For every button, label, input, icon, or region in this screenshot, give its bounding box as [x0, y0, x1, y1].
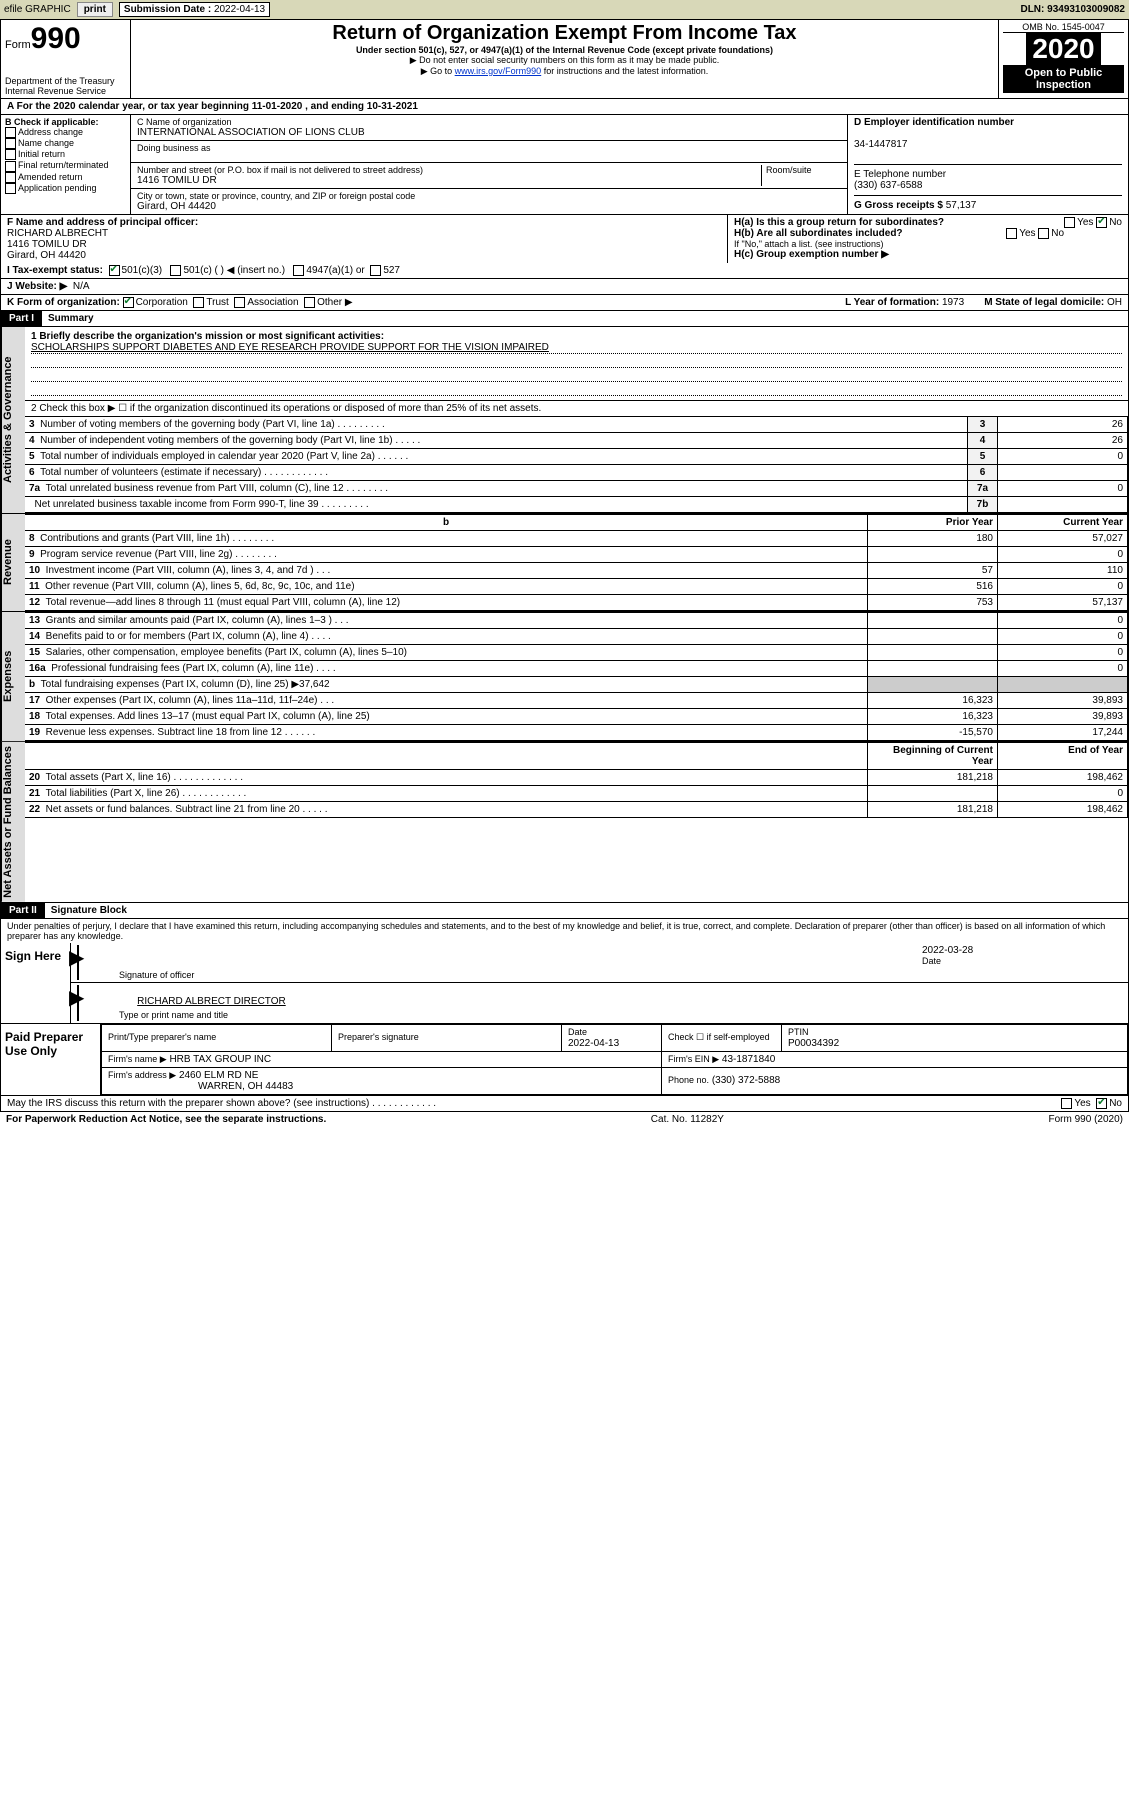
gross-label: G Gross receipts $: [854, 200, 943, 211]
officer-addr1: 1416 TOMILU DR: [7, 239, 87, 250]
officer-label: F Name and address of principal officer:: [7, 217, 198, 228]
netassets-section: Net Assets or Fund Balances Beginning of…: [0, 741, 1129, 903]
website-line: J Website: ▶ N/A: [0, 279, 1129, 295]
tax-status: I Tax-exempt status: 501(c)(3) 501(c) ( …: [0, 263, 1129, 279]
officer-name: RICHARD ALBRECHT: [7, 228, 108, 239]
expenses-section: Expenses 13 Grants and similar amounts p…: [0, 611, 1129, 741]
preparer-table: Print/Type preparer's name Preparer's si…: [101, 1024, 1128, 1095]
org-city: Girard, OH 44420: [137, 201, 841, 212]
subtitle-3: ▶ Go to www.irs.gov/Form990 for instruct…: [137, 66, 992, 77]
check-applicable: B Check if applicable: Address change Na…: [1, 115, 131, 214]
h-b-note: If "No," attach a list. (see instruction…: [734, 239, 1122, 249]
phone: (330) 637-6588: [854, 180, 922, 191]
period-line: A For the 2020 calendar year, or tax yea…: [0, 99, 1129, 115]
addr-label: Number and street (or P.O. box if mail i…: [137, 165, 761, 175]
city-label: City or town, state or province, country…: [137, 191, 841, 201]
submission-date: Submission Date : 2022-04-13: [119, 2, 270, 17]
declaration: Under penalties of perjury, I declare th…: [0, 919, 1129, 943]
revenue-section: Revenue bPrior YearCurrent Year8 Contrib…: [0, 513, 1129, 611]
officer-block: F Name and address of principal officer:…: [0, 214, 1129, 263]
h-c: H(c) Group exemption number ▶: [734, 249, 1122, 260]
klm-line: K Form of organization: Corporation Trus…: [0, 295, 1129, 311]
ein-label: D Employer identification number: [854, 117, 1014, 128]
footer: For Paperwork Reduction Act Notice, see …: [0, 1112, 1129, 1127]
h-b: H(b) Are all subordinates included? Yes …: [734, 228, 1122, 239]
ein: 34-1447817: [854, 139, 907, 150]
mission-text: SCHOLARSHIPS SUPPORT DIABETES AND EYE RE…: [31, 342, 1122, 354]
h-a: H(a) Is this a group return for subordin…: [734, 217, 1122, 228]
form990-link[interactable]: www.irs.gov/Form990: [455, 66, 542, 76]
line2: 2 Check this box ▶ ☐ if the organization…: [25, 401, 1128, 416]
sign-block: Sign Here ▶ Signature of officer 2022-03…: [0, 943, 1129, 1024]
dln: DLN: 93493103009082: [1020, 4, 1125, 15]
form-title: Return of Organization Exempt From Incom…: [137, 22, 992, 45]
preparer-block: Paid Preparer Use Only Print/Type prepar…: [0, 1024, 1129, 1096]
form-number: Form990: [5, 22, 126, 56]
gross-receipts: 57,137: [946, 200, 977, 211]
topbar: efile GRAPHIC print Submission Date : 20…: [0, 0, 1129, 20]
org-address: 1416 TOMILU DR: [137, 175, 761, 186]
print-button[interactable]: print: [77, 2, 113, 17]
governance-table: 3 Number of voting members of the govern…: [25, 416, 1128, 513]
room-label: Room/suite: [761, 165, 841, 186]
part1-header: Part I Summary: [0, 311, 1129, 327]
subtitle-1: Under section 501(c), 527, or 4947(a)(1)…: [137, 45, 992, 55]
dba-label: Doing business as: [137, 143, 841, 153]
tax-year: 2020: [1026, 33, 1100, 65]
officer-addr2: Girard, OH 44420: [7, 250, 86, 261]
open-inspection: Open to Public Inspection: [1003, 65, 1124, 93]
discuss-line: May the IRS discuss this return with the…: [0, 1096, 1129, 1112]
sig-officer-label: Signature of officer: [119, 970, 922, 980]
efile-label: efile GRAPHIC: [4, 4, 71, 15]
revenue-table: bPrior YearCurrent Year8 Contributions a…: [25, 514, 1128, 611]
sig-date: 2022-03-28: [922, 945, 973, 956]
part2-header: Part II Signature Block: [0, 903, 1129, 919]
governance-section: Activities & Governance 1 Briefly descri…: [0, 327, 1129, 513]
expenses-table: 13 Grants and similar amounts paid (Part…: [25, 612, 1128, 741]
subtitle-2: ▶ Do not enter social security numbers o…: [137, 55, 992, 66]
identity-block: B Check if applicable: Address change Na…: [0, 115, 1129, 214]
org-name: INTERNATIONAL ASSOCIATION OF LIONS CLUB: [137, 127, 841, 138]
dept-label: Department of the Treasury Internal Reve…: [5, 76, 126, 96]
phone-label: E Telephone number: [854, 169, 946, 180]
org-name-label: C Name of organization: [137, 117, 841, 127]
form-header: Form990 Department of the Treasury Inter…: [0, 20, 1129, 99]
sig-name: RICHARD ALBRECT DIRECTOR: [137, 996, 286, 1007]
omb: OMB No. 1545-0047: [1003, 22, 1124, 33]
mission-label: 1 Briefly describe the organization's mi…: [31, 331, 384, 342]
netassets-table: Beginning of Current YearEnd of Year20 T…: [25, 742, 1128, 818]
